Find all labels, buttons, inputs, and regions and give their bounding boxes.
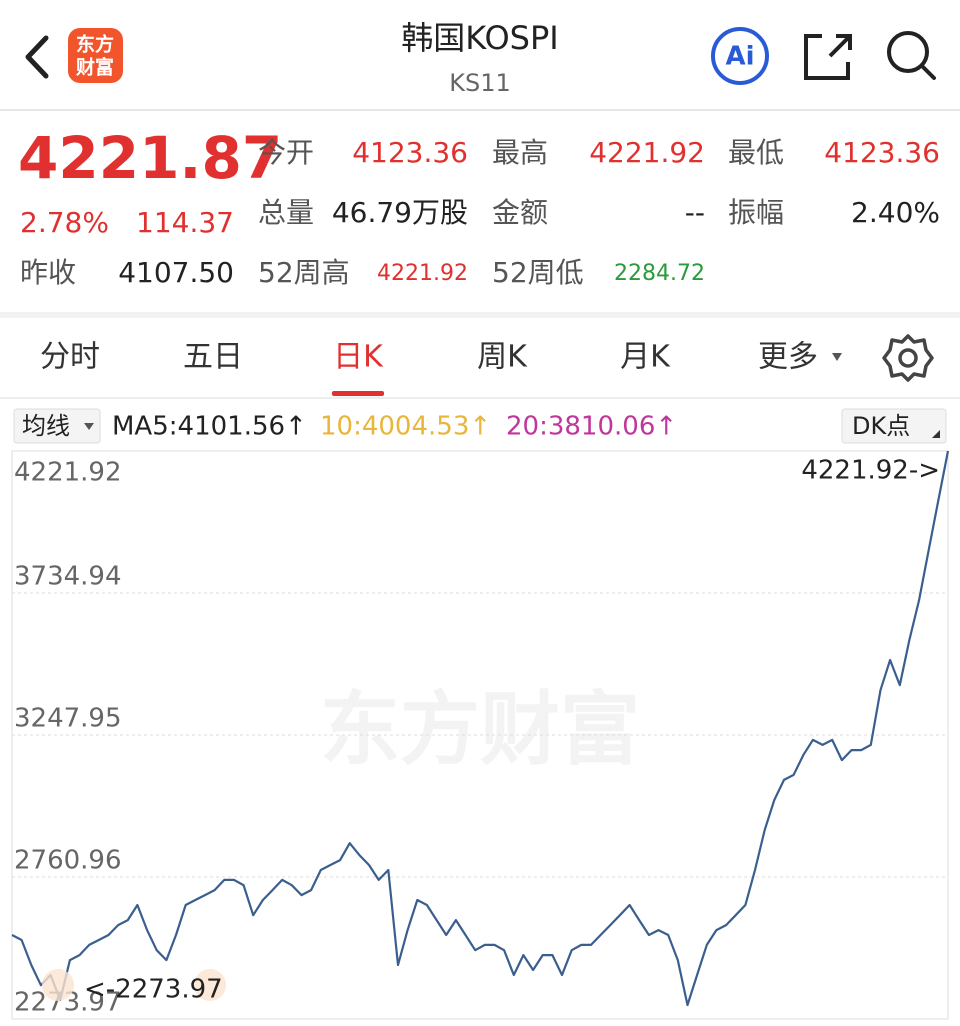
ma-selector[interactable] bbox=[13, 408, 101, 444]
field-value: 4221.92 bbox=[589, 136, 705, 169]
tab[interactable]: 分时 bbox=[40, 340, 100, 375]
ma-selector-label: 均线 bbox=[22, 412, 70, 440]
min-annotation: <-2273.97 bbox=[84, 975, 223, 1005]
tabs: 分时 五日 日K 周K 月K 更多 bbox=[40, 340, 842, 396]
settings-button[interactable] bbox=[882, 334, 934, 382]
y-tick-label: 3247.95 bbox=[14, 703, 122, 733]
dk-icon bbox=[932, 430, 940, 438]
tab-indicator bbox=[332, 391, 384, 396]
y-tick-label: 3734.94 bbox=[14, 561, 122, 591]
field-label: 总量 bbox=[258, 196, 314, 229]
search-button[interactable] bbox=[887, 31, 936, 80]
field-value: 4123.36 bbox=[824, 136, 940, 169]
ma5: MA5:4101.56↑ bbox=[112, 412, 307, 442]
field-label: 金额 bbox=[492, 196, 548, 229]
field-value: 4107.50 bbox=[118, 256, 234, 289]
change-pct: 2.78% bbox=[20, 206, 109, 239]
field-value: 4123.36 bbox=[352, 136, 468, 169]
field-label: 52周高 bbox=[258, 256, 350, 289]
field-value: 4221.92 bbox=[377, 261, 468, 286]
share-button[interactable] bbox=[804, 34, 852, 80]
logo-text: 东方 bbox=[76, 33, 114, 56]
watermark: 东方财富 bbox=[320, 683, 640, 776]
field-value: 46.79万股 bbox=[332, 196, 468, 229]
ai-label: Ai bbox=[725, 42, 754, 72]
divider bbox=[0, 312, 960, 318]
app-logo bbox=[68, 28, 123, 83]
ma10: 10:4004.53↑ bbox=[320, 412, 491, 442]
min-marker bbox=[194, 969, 226, 1001]
tab[interactable]: 更多 bbox=[758, 340, 818, 375]
tab[interactable]: 月K bbox=[620, 340, 671, 375]
max-annotation: 4221.92-> bbox=[801, 456, 940, 486]
field-value: 2284.72 bbox=[614, 261, 705, 286]
field-label: 昨收 bbox=[20, 256, 76, 289]
field-label: 最低 bbox=[728, 136, 784, 169]
field-label: 最高 bbox=[492, 136, 548, 169]
price-line bbox=[11, 450, 950, 1007]
ma20: 20:3810.06↑ bbox=[506, 412, 677, 442]
tab[interactable]: 日K bbox=[333, 340, 384, 375]
min-marker bbox=[42, 969, 74, 1001]
last-price: 4221.87 bbox=[18, 124, 282, 192]
change: 114.37 bbox=[136, 206, 234, 239]
field-label: 52周低 bbox=[492, 256, 584, 289]
field-label: 今开 bbox=[258, 136, 314, 169]
field-value: 2.40% bbox=[851, 196, 940, 229]
ai-button[interactable] bbox=[711, 27, 769, 85]
dropdown-icon bbox=[832, 353, 842, 361]
page-subtitle: KS11 bbox=[449, 69, 511, 97]
y-tick-label: 2760.96 bbox=[14, 845, 122, 875]
logo-text: 财富 bbox=[76, 56, 114, 79]
page-title: 韩国KOSPI bbox=[401, 19, 558, 57]
dk-button[interactable] bbox=[841, 408, 947, 444]
back-button[interactable] bbox=[25, 35, 49, 79]
dk-label: DK点 bbox=[852, 412, 910, 440]
field-label: 振幅 bbox=[728, 196, 784, 229]
dropdown-icon bbox=[84, 423, 94, 430]
quote-fields: 今开 4123.36 最高 4221.92 最低 4123.36 总量 46.79万股 金额 --… bbox=[258, 136, 940, 289]
y-tick-label: 4221.92 bbox=[14, 458, 122, 488]
tab[interactable]: 五日 bbox=[183, 340, 243, 375]
field-value: -- bbox=[685, 196, 705, 229]
tab[interactable]: 周K bbox=[477, 340, 528, 375]
